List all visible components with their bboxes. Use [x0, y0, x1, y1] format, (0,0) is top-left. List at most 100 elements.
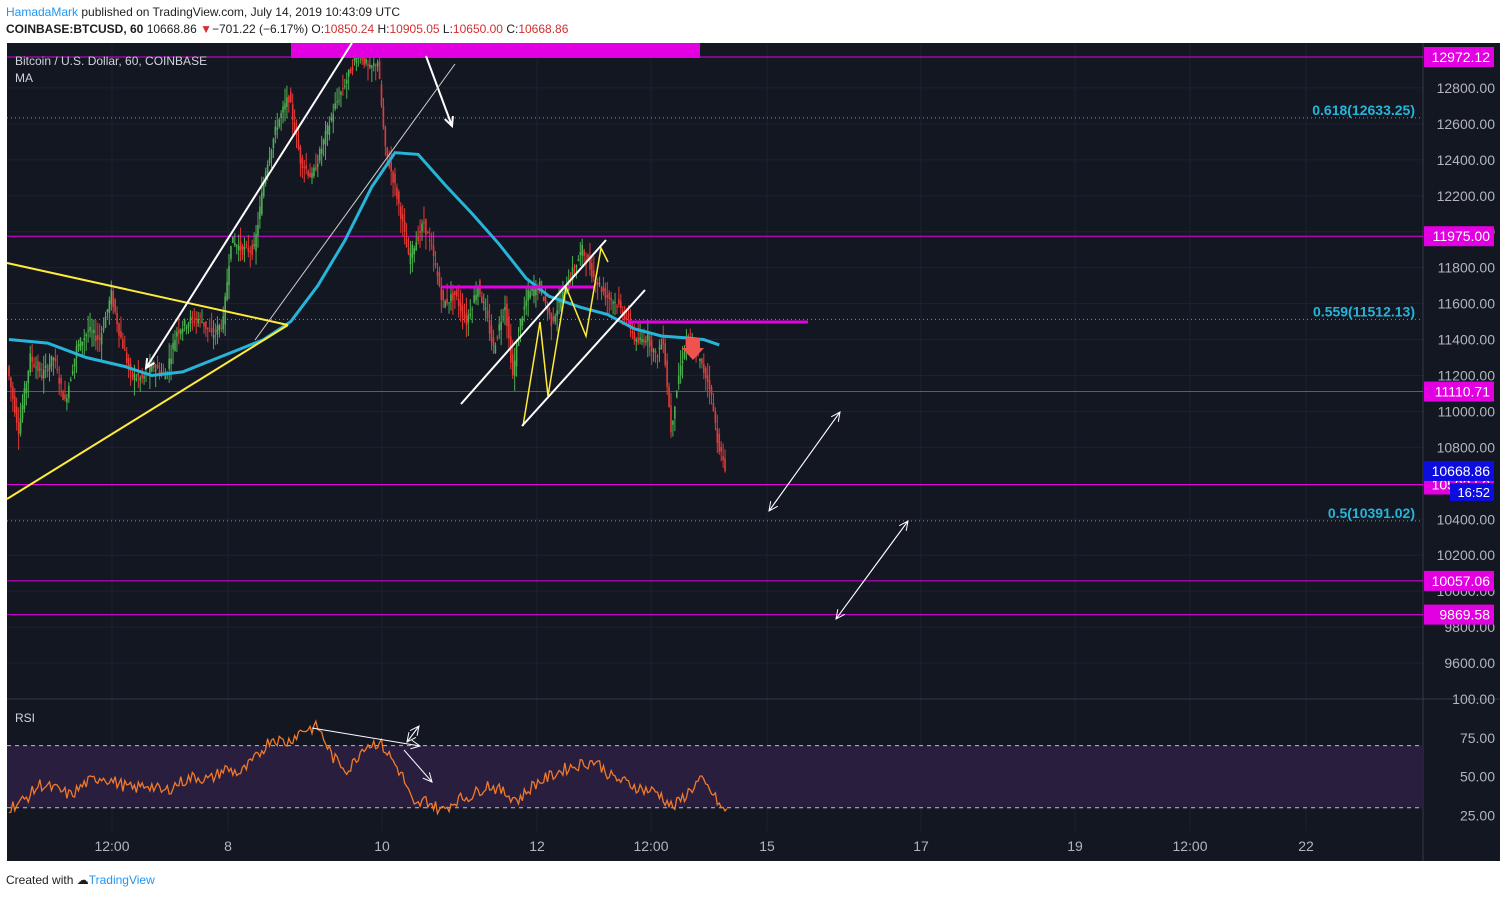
candle-body — [645, 340, 647, 343]
level-price-badge — [1424, 570, 1494, 591]
candle-body — [334, 103, 336, 109]
open-value: 10850.24 — [324, 22, 375, 36]
candle-body — [475, 295, 477, 301]
triangle-upper-line — [6, 262, 289, 326]
candle-body — [193, 320, 196, 323]
symbol-name: COINBASE:BTCUSD, 60 — [6, 22, 144, 36]
candle-body — [17, 422, 20, 435]
candle-body — [457, 298, 460, 307]
candle-body — [571, 267, 574, 281]
y-tick-label: 12400.00 — [1437, 152, 1496, 168]
candle-body — [19, 418, 22, 434]
candle-body — [203, 322, 205, 327]
candle-body — [15, 406, 18, 423]
candle-body — [658, 347, 661, 350]
candle-body — [156, 364, 159, 369]
candle-body — [438, 272, 441, 287]
chart-legend-title: Bitcoin / U.S. Dollar, 60, COINBASE — [15, 54, 207, 68]
candle-body — [367, 64, 369, 66]
candle-body — [591, 262, 593, 278]
candle-body — [471, 308, 473, 310]
candle-body — [369, 64, 371, 68]
candle-body — [276, 127, 279, 130]
candle-body — [409, 253, 412, 265]
candle-body — [587, 254, 589, 260]
candle-body — [708, 380, 711, 389]
candle-body — [482, 302, 485, 304]
fib-level-label: 0.618(12633.25) — [1312, 102, 1415, 118]
last-price-badge-text: 10668.86 — [1432, 463, 1491, 479]
candle-body — [589, 257, 591, 270]
arrow-down-short-head — [444, 115, 454, 129]
level-price-badge-text: 10057.06 — [1432, 573, 1491, 589]
candle-body — [322, 139, 325, 145]
candle-body — [413, 248, 416, 255]
candle-body — [71, 370, 74, 375]
candle-body — [272, 138, 275, 149]
candle-body — [473, 295, 475, 303]
x-tick-label: 10 — [374, 838, 390, 854]
candle-body — [239, 241, 242, 251]
publish-info: HamadaMark published on TradingView.com,… — [6, 5, 400, 19]
fib-level-label: 0.559(11512.13) — [1313, 303, 1415, 319]
candle-body — [440, 286, 443, 300]
candle-body — [253, 244, 255, 247]
candle-body — [340, 92, 342, 95]
tradingview-link[interactable]: TradingView — [88, 873, 155, 887]
trend-line-thin — [254, 63, 456, 341]
time-axis — [7, 831, 1500, 861]
projection-arrow — [835, 520, 909, 620]
candle-body — [189, 317, 192, 324]
y-tick-label: 12800.00 — [1437, 80, 1496, 96]
candle-body — [85, 334, 87, 337]
candle-body — [394, 173, 396, 184]
candle-body — [372, 63, 375, 66]
candle-body — [315, 166, 317, 171]
candle-body — [307, 171, 309, 176]
candle-body — [164, 375, 167, 380]
candle-body — [228, 266, 230, 286]
y-tick-label: 11000.00 — [1438, 403, 1496, 419]
candle-body — [627, 313, 630, 317]
candle-body — [197, 318, 199, 324]
candle-body — [556, 310, 558, 316]
candle-body — [324, 131, 327, 145]
candle-body — [679, 365, 682, 376]
level-price-badge — [1424, 226, 1494, 247]
candle-body — [562, 291, 564, 304]
candle-body — [363, 56, 365, 65]
candle-body — [303, 166, 306, 168]
level-price-badge-text: 12972.12 — [1432, 49, 1491, 65]
rsi-tick-label: 100.00 — [1452, 691, 1495, 707]
arrow-down-long — [145, 42, 353, 369]
candle-body — [23, 388, 26, 410]
candle-body — [427, 232, 429, 234]
candle-body — [232, 236, 234, 243]
candle-body — [305, 165, 308, 169]
level-price-badge-text: 11975.00 — [1433, 228, 1491, 244]
candle-body — [187, 323, 190, 328]
candle-body — [620, 301, 622, 309]
candle-body — [600, 287, 603, 292]
candle-body — [716, 428, 719, 443]
projection-arrow — [768, 411, 841, 512]
level-price-badge — [1424, 46, 1494, 67]
close-value: 10668.86 — [518, 22, 569, 36]
price-change: −701.22 (−6.17%) — [212, 22, 309, 36]
candle-body — [610, 297, 612, 301]
price-pane — [7, 43, 1423, 699]
candle-body — [98, 338, 101, 341]
candle-body — [46, 368, 49, 372]
candle-body — [131, 372, 134, 378]
author-link[interactable]: HamadaMark — [6, 5, 79, 19]
candle-body — [444, 301, 446, 308]
candle-body — [124, 349, 126, 351]
candle-body — [631, 331, 634, 334]
candle-body — [704, 367, 707, 379]
candle-body — [365, 59, 367, 64]
candle-body — [234, 242, 236, 246]
candle-body — [382, 106, 385, 127]
candle-body — [415, 242, 418, 251]
candle-body — [423, 221, 425, 224]
